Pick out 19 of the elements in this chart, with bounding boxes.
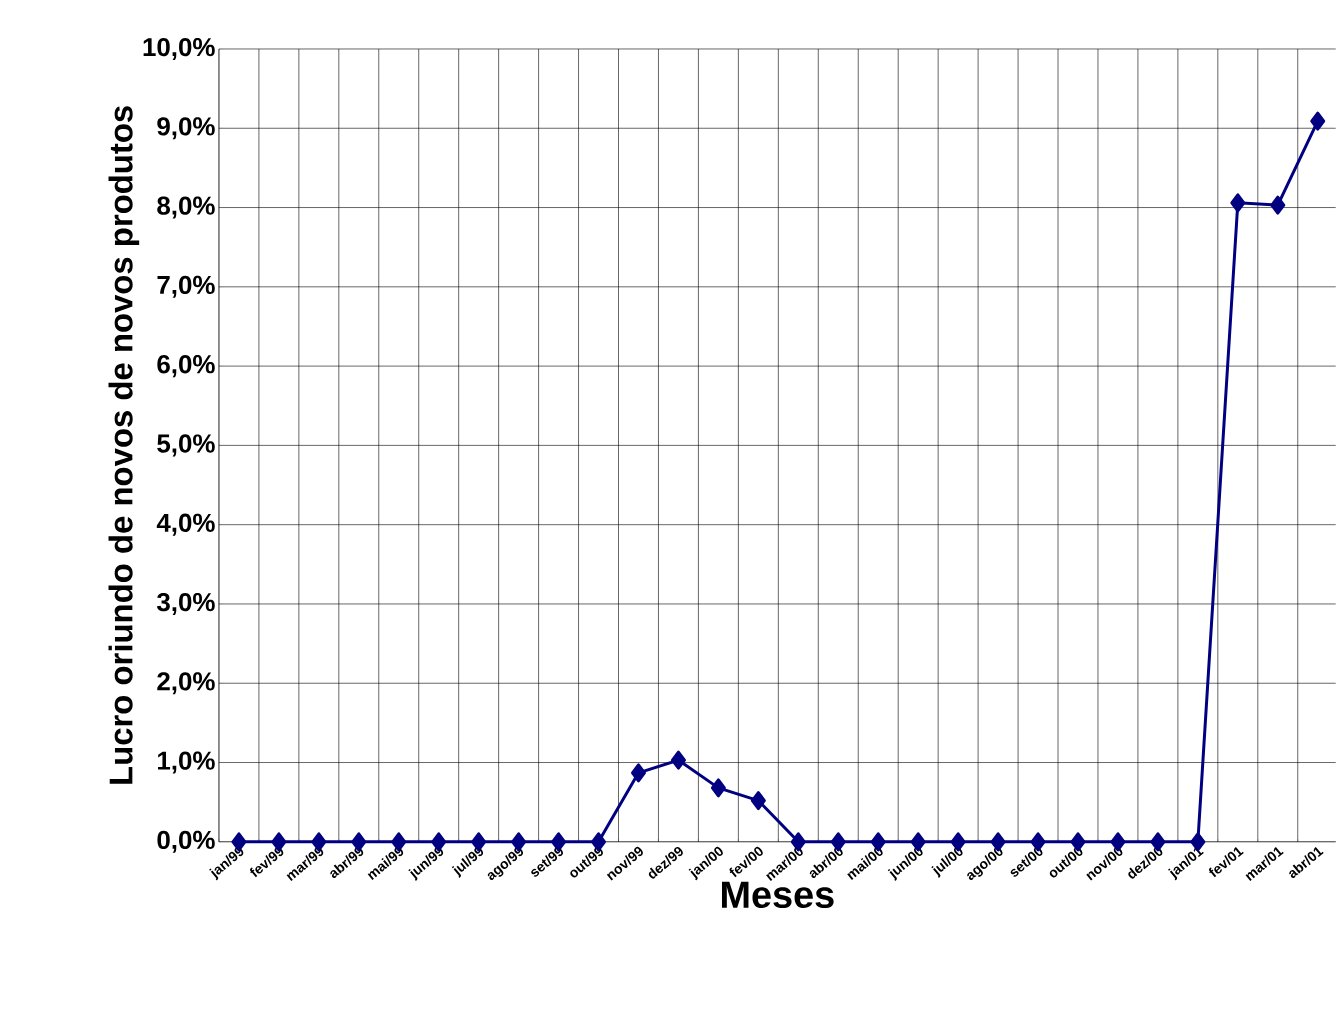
x-axis-title: Meses (722, 881, 834, 909)
point (670, 750, 686, 770)
point (630, 763, 646, 783)
point (1310, 111, 1326, 131)
y-tick-label: 5,0% (157, 434, 215, 457)
point (1270, 195, 1286, 215)
y-tick-label: 6,0% (157, 355, 215, 378)
point (1230, 193, 1246, 213)
y-tick-label: 9,0% (157, 117, 215, 140)
point (710, 778, 726, 798)
y-tick-label: 8,0% (157, 196, 215, 219)
y-tick-label: 7,0% (157, 275, 215, 298)
y-tick-label: 1,0% (158, 751, 215, 774)
y-tick-label: 10,0% (143, 38, 215, 61)
y-axis-title: Lucro oriundo de novos de novos produtos (108, 106, 140, 784)
y-tick-label: 4,0% (156, 513, 215, 536)
y-tick-label: 3,0% (157, 593, 215, 616)
point (750, 791, 766, 811)
y-tick-label: 2,0% (157, 672, 215, 695)
